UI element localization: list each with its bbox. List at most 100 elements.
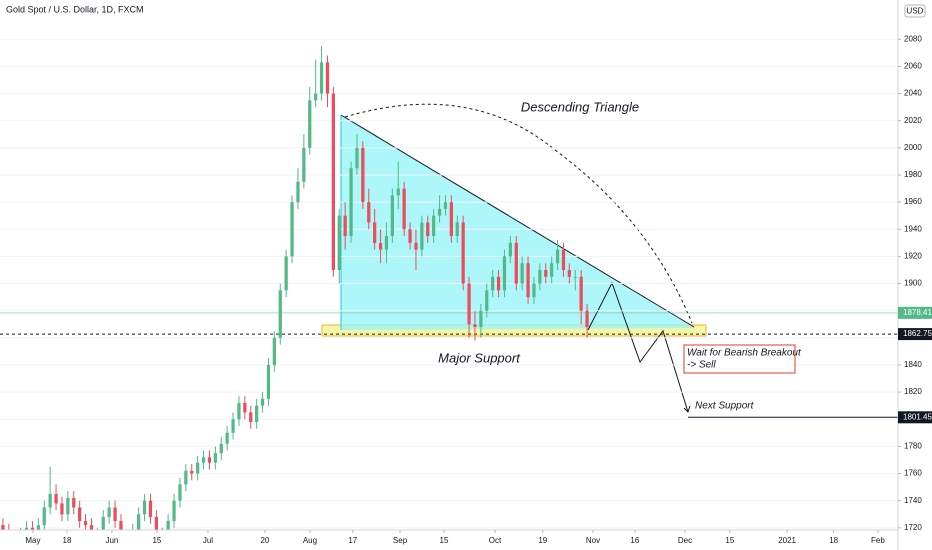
candle-body <box>48 493 52 508</box>
y-tick-label: 1920 <box>904 252 922 261</box>
x-tick-label: 20 <box>260 536 269 545</box>
candle-body <box>461 222 465 284</box>
y-tick-label: 1840 <box>904 360 922 369</box>
currency: USD <box>907 7 924 16</box>
candle-body <box>331 93 335 270</box>
candle-body <box>355 147 359 169</box>
candle-body <box>426 222 430 237</box>
resistance-line <box>340 114 695 328</box>
candle-body <box>378 242 383 250</box>
candle-body <box>36 525 40 530</box>
candle-body <box>514 242 518 284</box>
candle-body <box>396 188 400 196</box>
price-level-label: 1801.45 <box>903 412 932 421</box>
y-tick-label: 1940 <box>904 224 922 233</box>
candle-body <box>467 283 471 325</box>
y-tick-label: 1960 <box>904 197 922 206</box>
x-tick-label: Nov <box>586 536 600 545</box>
x-tick-label: Jun <box>105 536 118 545</box>
candle-body <box>319 62 324 94</box>
candle-body <box>272 337 276 365</box>
currency-box <box>904 4 926 18</box>
candle-body <box>83 521 88 526</box>
candle-body <box>66 497 70 515</box>
candle-body <box>367 202 371 223</box>
candle-body <box>414 242 418 250</box>
chart-title: Gold Spot / U.S. Dollar, 1D, FXCM <box>6 4 144 14</box>
y-tick-label: 2020 <box>904 116 922 125</box>
candle-body <box>54 493 58 504</box>
triangle <box>341 115 694 330</box>
x-tick-label: 15 <box>152 536 161 545</box>
price-level-label: 1878.41 <box>903 308 932 317</box>
candle-body <box>266 364 271 399</box>
projection-path <box>587 281 689 413</box>
annotation-box <box>683 344 796 374</box>
x-tick-label: 16 <box>630 536 639 545</box>
candle-body <box>201 457 206 463</box>
candle-body <box>473 324 477 327</box>
candle-body <box>561 249 566 270</box>
candle-body <box>420 222 424 250</box>
x-tick-label: Sep <box>393 536 408 545</box>
candle-body <box>384 236 389 250</box>
candle-body <box>113 507 117 522</box>
candle-body <box>538 269 542 284</box>
candle-body <box>178 484 182 501</box>
candle-body <box>544 269 548 277</box>
price-level-box <box>898 306 932 319</box>
candle-body <box>231 419 235 433</box>
candle-body <box>184 470 188 485</box>
candle-body <box>432 215 436 237</box>
x-tick-label: Aug <box>303 536 317 545</box>
candle-body <box>284 256 288 291</box>
candle-body <box>485 290 489 311</box>
candle-body <box>449 202 453 237</box>
candle-body <box>555 249 560 264</box>
candle-body <box>479 310 483 327</box>
candle-body <box>508 242 512 257</box>
y-tick-label: 2080 <box>904 34 922 43</box>
candle-body <box>390 195 394 237</box>
x-tick-label: 15 <box>440 536 449 545</box>
x-tick-label: Oct <box>489 536 502 545</box>
candle-body <box>550 263 554 277</box>
y-tick-label: 2060 <box>904 62 922 71</box>
price-level-box <box>898 411 932 424</box>
candle-body <box>337 215 341 270</box>
candle-body <box>213 453 217 463</box>
annotation: -> Sell <box>687 360 716 371</box>
candle-body <box>89 525 94 530</box>
price-level-box <box>898 328 932 341</box>
candle-body <box>60 503 64 515</box>
candle-body <box>402 188 406 230</box>
candle-body <box>166 521 170 530</box>
candle-body <box>526 263 530 298</box>
candle-body <box>308 100 312 148</box>
y-tick-label: 1740 <box>904 496 922 505</box>
candle-body <box>196 462 200 474</box>
candle-body <box>437 208 442 216</box>
candle-body <box>249 412 253 422</box>
candle-body <box>207 457 212 463</box>
candle-body <box>343 215 347 237</box>
candle-body <box>567 269 571 277</box>
candle-body <box>172 500 176 522</box>
candle-body <box>520 263 524 284</box>
x-tick-label: 17 <box>348 536 357 545</box>
candle-body <box>455 222 459 237</box>
candle-body <box>314 93 318 101</box>
candle-body <box>190 470 194 474</box>
candle-body <box>237 402 241 420</box>
candle-body <box>42 507 46 526</box>
candle-body <box>225 432 229 444</box>
candle-body <box>107 507 111 517</box>
annotation: Major Support <box>438 350 521 365</box>
candle-body <box>101 516 105 530</box>
candle-body <box>30 527 35 530</box>
annotation: Wait for Bearish Breakout <box>687 348 802 359</box>
y-tick-label: 1760 <box>904 469 922 478</box>
candle-body <box>325 62 330 94</box>
candle-body <box>502 256 507 291</box>
